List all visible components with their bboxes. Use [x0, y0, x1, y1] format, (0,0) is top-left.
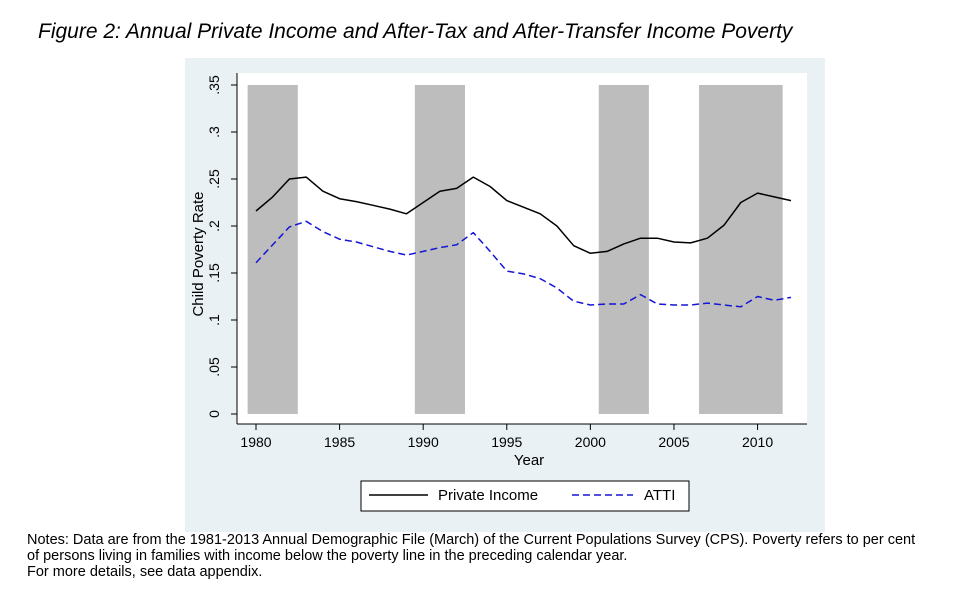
y-tick-label: .35: [206, 75, 222, 95]
legend-label-private-income: Private Income: [438, 487, 538, 504]
y-tick-label: .05: [206, 357, 222, 377]
figure-title: Figure 2: Annual Private Income and Afte…: [38, 20, 793, 43]
recession-band-4: [699, 85, 783, 414]
x-tick-label: 2010: [742, 434, 773, 450]
y-tick-label: .1: [206, 314, 222, 326]
series-lines: [255, 176, 792, 308]
x-axis-label: Year: [514, 452, 544, 469]
notes-line-2: of persons living in families with incom…: [27, 548, 628, 564]
recession-band-3: [598, 85, 649, 414]
x-tick-label: 1995: [491, 434, 522, 450]
y-tick-label: .25: [206, 169, 222, 189]
x-ticks: 1980 1985 1990 1995 2000 2005 2010: [240, 424, 773, 450]
legend-label-atti: ATTI: [644, 487, 675, 504]
y-axis-label: Child Poverty Rate: [190, 191, 207, 316]
notes: Notes: Data are from the 1981-2013 Annua…: [27, 532, 957, 580]
y-ticks: 0 .05 .1 .15 .2 .25 .3 .35: [206, 75, 237, 418]
x-tick-label: 2005: [658, 434, 689, 450]
series-line-atti: [255, 220, 792, 308]
recession-band-2: [414, 85, 465, 414]
x-tick-label: 1990: [408, 434, 439, 450]
recession-band-1: [247, 85, 298, 414]
notes-line-3: For more details, see data appendix.: [27, 564, 263, 580]
notes-line-1: Notes: Data are from the 1981-2013 Annua…: [27, 532, 916, 548]
recession-shading: [247, 85, 783, 414]
y-tick-label: .2: [206, 220, 222, 232]
legend: Private Income ATTI: [360, 480, 690, 512]
x-tick-label: 2000: [575, 434, 606, 450]
series-line-private-income: [255, 176, 792, 255]
legend-box: [360, 480, 690, 512]
x-tick-label: 1980: [240, 434, 271, 450]
y-tick-label: .3: [206, 126, 222, 138]
y-tick-label: .15: [206, 263, 222, 283]
y-tick-label: 0: [206, 410, 222, 418]
x-tick-label: 1985: [324, 434, 355, 450]
